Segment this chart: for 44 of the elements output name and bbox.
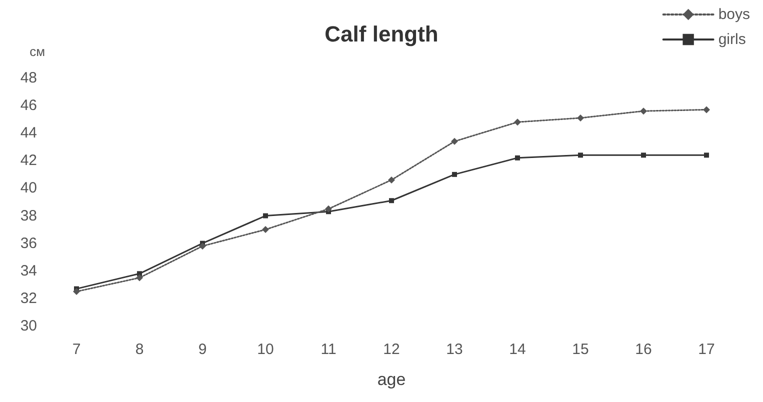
point (325, 205, 332, 212)
y-tick-label: 40 (20, 180, 37, 197)
point (73, 288, 80, 296)
point (515, 155, 520, 160)
point (451, 138, 458, 145)
legend-label: boys (718, 6, 750, 23)
x-axis-title: age (377, 370, 406, 389)
point (704, 152, 709, 158)
x-tick-label: 11 (320, 341, 336, 358)
legend-label: girls (718, 31, 746, 48)
y-tick-label: 30 (20, 318, 37, 334)
x-tick-label: 17 (698, 341, 715, 358)
point (577, 114, 584, 122)
y-tick-label: 36 (20, 234, 37, 252)
y-tick-label: 44 (20, 124, 37, 142)
point (452, 172, 457, 177)
point (389, 198, 394, 204)
point (641, 152, 646, 158)
y-tick-label: 32 (20, 290, 37, 307)
x-tick-label: 14 (509, 341, 526, 358)
point (136, 274, 143, 282)
point (262, 226, 269, 234)
point (263, 213, 268, 218)
y-tick-label: 48 (20, 70, 37, 86)
point (514, 118, 521, 126)
x-tick-label: 13 (446, 341, 463, 358)
x-tick-label: 8 (135, 341, 144, 358)
point (703, 106, 710, 114)
point (388, 176, 395, 184)
x-tick-label: 16 (635, 341, 652, 358)
chart-title: Calf length (324, 22, 438, 46)
x-tick-label: 7 (72, 341, 81, 358)
x-tick-label: 9 (198, 341, 207, 358)
y-axis-title: см (30, 44, 46, 59)
point (578, 152, 583, 158)
x-tick-label: 12 (383, 341, 400, 358)
y-tick-label: 46 (20, 97, 37, 114)
x-tick-label: 15 (572, 341, 589, 358)
x-tick-label: 10 (257, 341, 274, 358)
y-tick-label: 42 (20, 152, 37, 170)
point (640, 108, 647, 115)
y-tick-label: 38 (20, 207, 37, 224)
y-tick-label: 34 (20, 262, 37, 280)
point (199, 242, 206, 250)
